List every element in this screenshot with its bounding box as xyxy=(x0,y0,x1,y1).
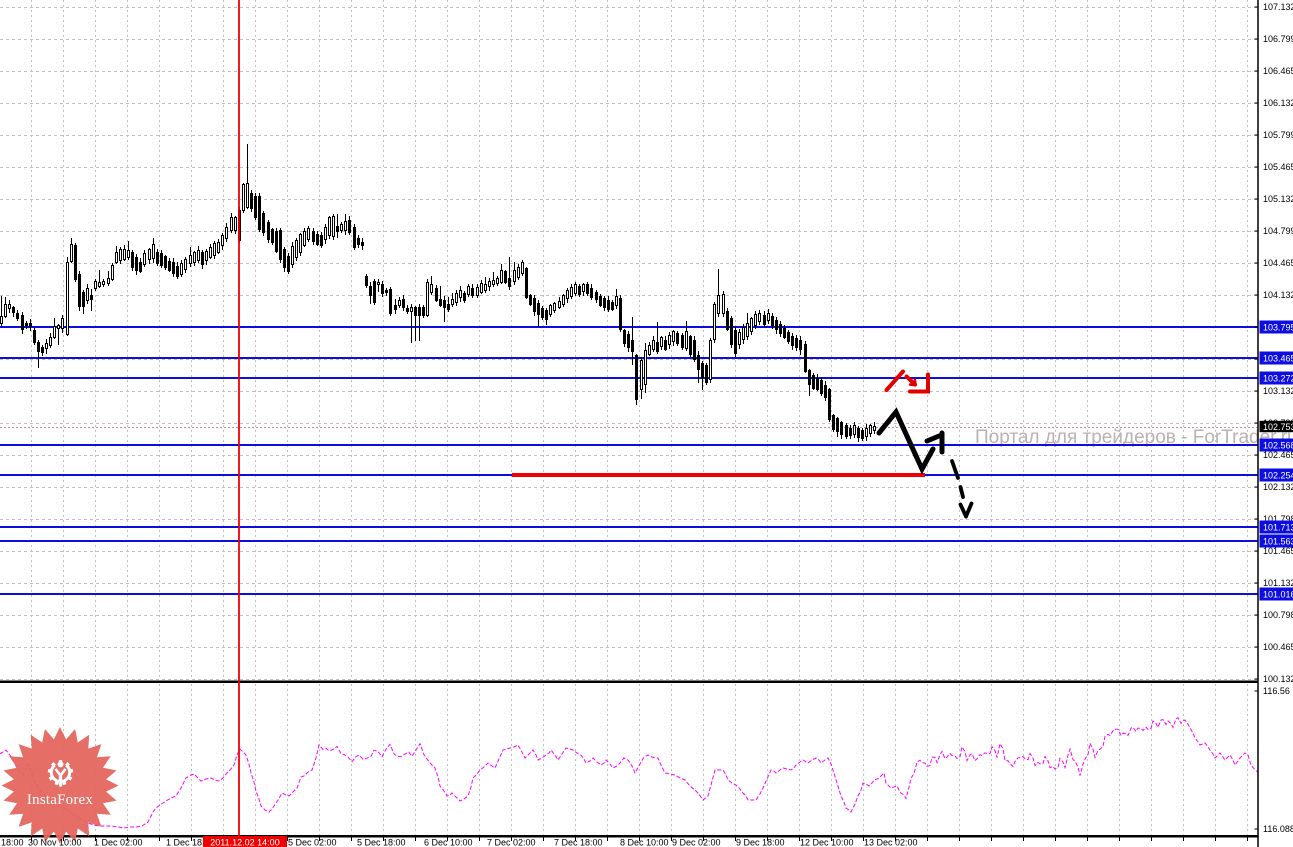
svg-text:105.799: 105.799 xyxy=(1263,130,1293,140)
svg-text:5 Dec 02:00: 5 Dec 02:00 xyxy=(288,838,337,847)
svg-text:102.568: 102.568 xyxy=(1263,440,1293,450)
svg-text:116.088: 116.088 xyxy=(1263,824,1293,834)
svg-text:9 Dec 02:00: 9 Dec 02:00 xyxy=(672,838,721,847)
svg-text:100.132: 100.132 xyxy=(1263,674,1293,684)
svg-text:1 Dec 18:00: 1 Dec 18:00 xyxy=(166,838,215,847)
svg-text:2011.12.02 14:00: 2011.12.02 14:00 xyxy=(210,838,279,847)
svg-text:106.799: 106.799 xyxy=(1263,34,1293,44)
svg-text:105.132: 105.132 xyxy=(1263,194,1293,204)
svg-text:13 Dec 02:00: 13 Dec 02:00 xyxy=(864,838,918,847)
svg-text:7 Dec 02:00: 7 Dec 02:00 xyxy=(487,838,536,847)
svg-text:101.798: 101.798 xyxy=(1263,514,1293,524)
svg-text:104.132: 104.132 xyxy=(1263,290,1293,300)
svg-text:1 Dec 02:00: 1 Dec 02:00 xyxy=(94,838,143,847)
svg-text:101.132: 101.132 xyxy=(1263,578,1293,588)
svg-text:116.56: 116.56 xyxy=(1263,686,1290,696)
svg-text:106.465: 106.465 xyxy=(1263,66,1293,76)
svg-text:Портал для трейдеров - ForTrad: Портал для трейдеров - ForTrader.ru xyxy=(975,427,1293,448)
svg-text:30 Nov 10:00: 30 Nov 10:00 xyxy=(28,838,82,847)
svg-text:7 Dec 18:00: 7 Dec 18:00 xyxy=(554,838,603,847)
svg-text:101.563: 101.563 xyxy=(1263,536,1293,546)
svg-text:102.753: 102.753 xyxy=(1263,422,1293,432)
svg-text:103.465: 103.465 xyxy=(1263,353,1293,363)
svg-text:101.713: 101.713 xyxy=(1263,522,1293,532)
svg-text:107.132: 107.132 xyxy=(1263,2,1293,12)
svg-text:103.795: 103.795 xyxy=(1263,322,1293,332)
svg-text:12 Dec 10:00: 12 Dec 10:00 xyxy=(800,838,854,847)
svg-text:101.016: 101.016 xyxy=(1263,589,1293,599)
svg-text:101.465: 101.465 xyxy=(1263,546,1293,556)
svg-text:103.272: 103.272 xyxy=(1263,373,1293,383)
svg-text:103.132: 103.132 xyxy=(1263,386,1293,396)
svg-text:104.465: 104.465 xyxy=(1263,258,1293,268)
svg-text:9 Dec 18:00: 9 Dec 18:00 xyxy=(736,838,785,847)
svg-text:6 Dec 10:00: 6 Dec 10:00 xyxy=(424,838,473,847)
svg-text:8 Dec 10:00: 8 Dec 10:00 xyxy=(620,838,669,847)
svg-text:102.132: 102.132 xyxy=(1263,482,1293,492)
svg-text:100.465: 100.465 xyxy=(1263,642,1293,652)
svg-text:100.798: 100.798 xyxy=(1263,610,1293,620)
svg-text:105.465: 105.465 xyxy=(1263,162,1293,172)
svg-text:18:00: 18:00 xyxy=(1,838,24,847)
svg-text:102.465: 102.465 xyxy=(1263,450,1293,460)
svg-text:5 Dec 18:00: 5 Dec 18:00 xyxy=(357,838,406,847)
svg-text:InstaForex: InstaForex xyxy=(27,792,93,808)
svg-text:102.254: 102.254 xyxy=(1263,470,1293,480)
svg-text:104.799: 104.799 xyxy=(1263,226,1293,236)
svg-text:106.132: 106.132 xyxy=(1263,98,1293,108)
